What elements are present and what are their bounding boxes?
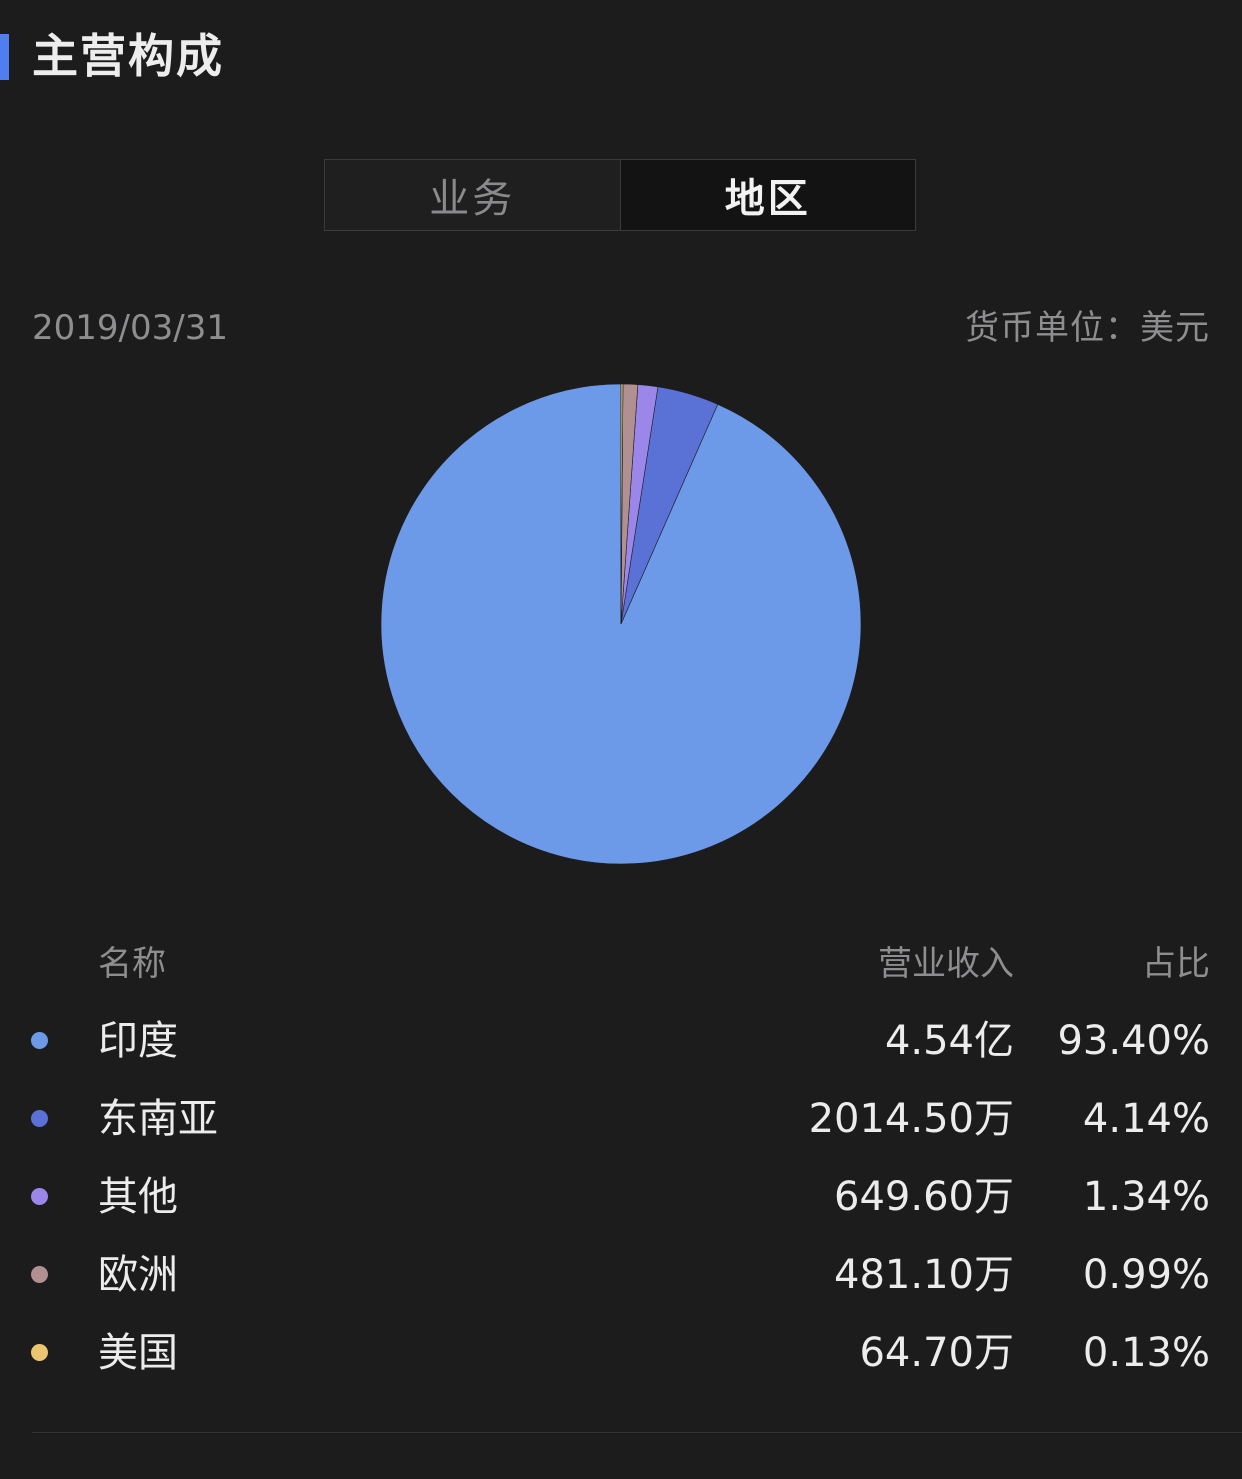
pie-chart: [380, 383, 862, 865]
bottom-divider: [32, 1432, 1242, 1433]
report-date: 2019/03/31: [32, 308, 228, 348]
column-header-name: 名称: [98, 944, 166, 984]
legend-revenue: 481.10万: [834, 1252, 1014, 1298]
legend-share: 1.34%: [1082, 1174, 1210, 1220]
section-title: 主营构成: [32, 29, 224, 83]
column-header-revenue: 营业收入: [878, 944, 1014, 984]
legend-name: 东南亚: [98, 1096, 218, 1142]
legend-revenue: 64.70万: [859, 1330, 1014, 1376]
legend-share: 0.13%: [1082, 1330, 1210, 1376]
legend-dot: [31, 1344, 48, 1361]
legend-dot: [31, 1110, 48, 1127]
legend-revenue: 4.54亿: [884, 1018, 1014, 1064]
legend-share: 93.40%: [1057, 1018, 1210, 1064]
legend-revenue: 649.60万: [834, 1174, 1014, 1220]
legend-row-india[interactable]: 印度 4.54亿 93.40%: [0, 1002, 1242, 1080]
legend-share: 4.14%: [1082, 1096, 1210, 1142]
legend-row-other[interactable]: 其他 649.60万 1.34%: [0, 1158, 1242, 1236]
tab-business[interactable]: 业务: [429, 176, 516, 222]
legend-row-europe[interactable]: 欧洲 481.10万 0.99%: [0, 1236, 1242, 1314]
legend-share: 0.99%: [1082, 1252, 1210, 1298]
legend-dot: [31, 1032, 48, 1049]
section-accent-bar: [0, 34, 9, 80]
pie-slice-4[interactable]: [620, 383, 624, 625]
legend-row-usa[interactable]: 美国 64.70万 0.13%: [0, 1314, 1242, 1392]
currency-unit: 货币单位：美元: [965, 308, 1210, 348]
segment-tabs: 业务 地区: [324, 159, 916, 231]
legend-name: 其他: [98, 1174, 178, 1220]
legend-dot: [31, 1188, 48, 1205]
legend-dot: [31, 1266, 48, 1283]
tab-region[interactable]: 地区: [619, 160, 915, 230]
column-header-share: 占比: [1142, 944, 1210, 984]
legend-name: 美国: [98, 1330, 178, 1376]
legend-revenue: 2014.50万: [808, 1096, 1014, 1142]
legend-name: 欧洲: [98, 1252, 178, 1298]
legend-row-southeast-asia[interactable]: 东南亚 2014.50万 4.14%: [0, 1080, 1242, 1158]
legend-name: 印度: [98, 1018, 178, 1064]
